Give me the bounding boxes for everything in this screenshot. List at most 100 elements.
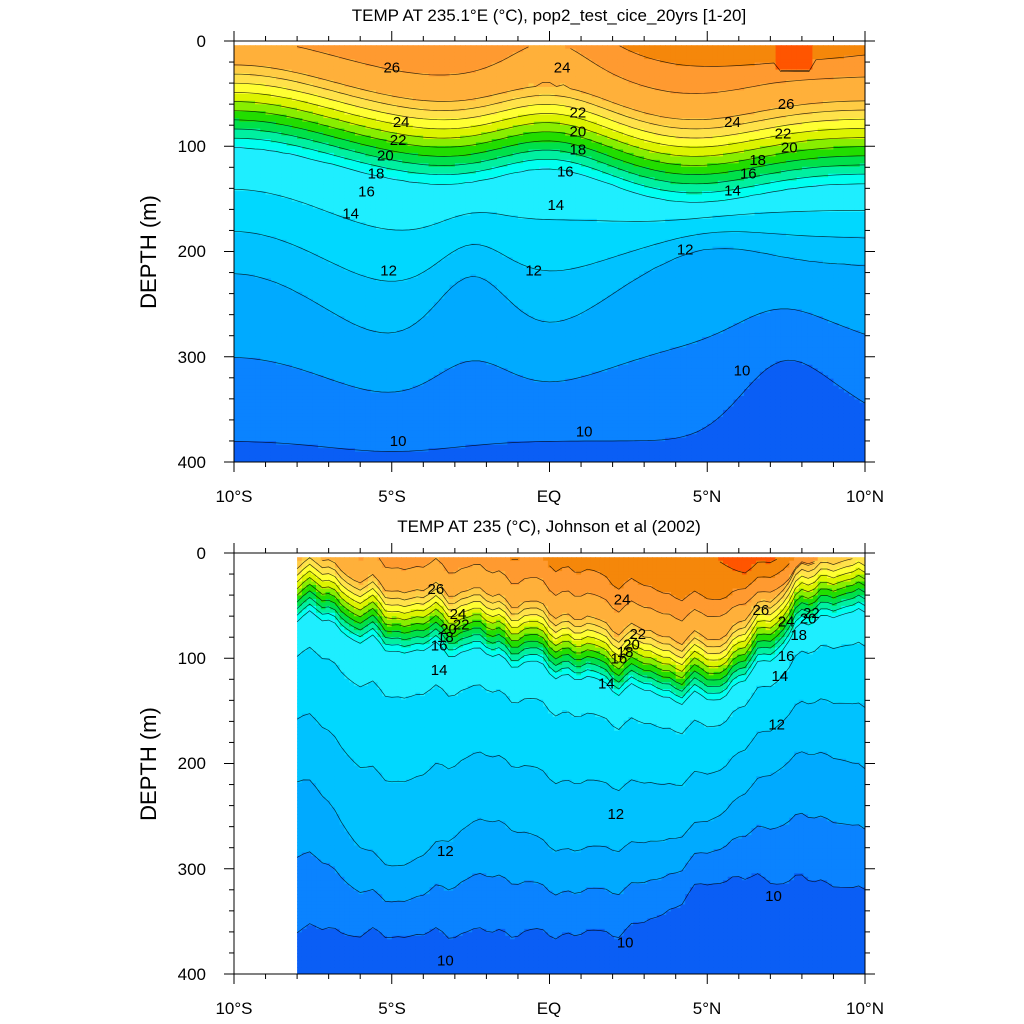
contour-fill-cell — [286, 284, 293, 289]
contour-fill-cell — [344, 357, 351, 362]
contour-fill-cell — [360, 159, 367, 164]
contour-fill-cell — [428, 184, 435, 189]
contour-fill-cell — [260, 163, 267, 168]
contour-fill-cell — [402, 281, 409, 286]
contour-fill-cell — [428, 316, 435, 321]
contour-fill-cell — [333, 409, 340, 414]
contour-fill-cell — [239, 326, 246, 331]
contour-fill-cell — [239, 225, 246, 230]
contour-fill-cell — [255, 104, 261, 109]
contour-fill-cell — [312, 371, 319, 376]
contour-fill-cell — [370, 73, 377, 78]
contour-fill-cell — [276, 330, 282, 335]
contour-fill-cell — [265, 361, 272, 366]
contour-fill-cell — [323, 336, 330, 342]
contour-fill-cell — [370, 211, 377, 216]
contour-fill-cell — [302, 97, 309, 102]
contour-fill-cell — [360, 441, 367, 446]
contour-fill-cell — [365, 302, 372, 307]
contour-fill-cell — [402, 118, 409, 123]
contour-fill-cell — [312, 448, 319, 453]
contour-fill-cell — [255, 215, 261, 220]
contour-fill-cell — [360, 208, 367, 213]
contour-fill-cell — [302, 382, 309, 387]
contour-fill-cell — [407, 309, 414, 314]
contour-fill-cell — [286, 330, 293, 335]
contour-fill-cell — [234, 198, 240, 203]
contour-fill-cell — [344, 281, 351, 286]
contour-fill-cell — [297, 444, 303, 449]
contour-fill-cell — [386, 368, 393, 373]
contour-fill-cell — [418, 277, 424, 282]
contour-fill-cell — [286, 267, 293, 272]
contour-fill-cell — [444, 281, 451, 286]
contour-fill-cell — [281, 257, 288, 262]
contour-fill-cell — [255, 312, 261, 317]
contour-fill-cell — [370, 305, 377, 310]
contour-fill-cell — [323, 333, 330, 338]
contour-fill-cell — [423, 229, 430, 234]
contour-fill-cell — [386, 378, 393, 383]
contour-fill-cell — [339, 385, 346, 390]
contour-fill-cell — [423, 330, 430, 335]
contour-fill-cell — [444, 357, 451, 362]
contour-fill-cell — [291, 274, 298, 279]
contour-fill-cell — [255, 52, 261, 57]
contour-fill-cell — [439, 128, 445, 133]
contour-fill-cell — [360, 420, 367, 425]
contour-fill-cell — [354, 184, 361, 189]
contour-fill-cell — [418, 145, 424, 150]
contour-fill-cell — [354, 264, 361, 269]
contour-fill-cell — [276, 52, 282, 57]
contour-fill-cell — [439, 340, 445, 345]
contour-fill-cell — [323, 132, 330, 137]
contour-fill-cell — [375, 86, 382, 91]
contour-fill-cell — [354, 423, 361, 428]
contour-fill-cell — [255, 142, 261, 147]
contour-fill-cell — [375, 52, 382, 57]
contour-fill-cell — [423, 260, 430, 265]
contour-fill-cell — [344, 298, 351, 303]
contour-fill-cell — [339, 79, 346, 85]
contour-fill-cell — [423, 302, 430, 307]
contour-fill-cell — [412, 215, 419, 220]
contour-fill-cell — [444, 399, 451, 404]
contour-fill-cell — [276, 48, 282, 53]
contour-fill-cell — [333, 343, 340, 348]
contour-fill-cell — [375, 389, 382, 394]
contour-fill-cell — [255, 204, 261, 210]
contour-fill-cell — [244, 177, 251, 182]
contour-fill-cell — [354, 347, 361, 352]
contour-fill-cell — [370, 281, 377, 286]
contour-fill-cell — [302, 191, 309, 196]
contour-fill-cell — [323, 350, 330, 355]
contour-fill-cell — [318, 284, 324, 289]
contour-fill-cell — [412, 361, 419, 366]
contour-fill-cell — [255, 458, 261, 462]
contour-fill-cell — [260, 204, 267, 210]
contour-fill-cell — [297, 132, 303, 137]
contour-fill-cell — [412, 288, 419, 293]
contour-fill-cell — [391, 243, 398, 248]
contour-fill-cell — [270, 62, 277, 67]
contour-fill-cell — [244, 149, 251, 154]
contour-fill-cell — [418, 198, 424, 203]
contour-fill-cell — [428, 427, 435, 432]
contour-fill-cell — [297, 277, 303, 282]
contour-fill-cell — [370, 152, 377, 157]
contour-fill-cell — [270, 45, 277, 50]
contour-fill-cell — [307, 281, 314, 286]
contour-fill-cell — [297, 218, 303, 223]
contour-fill-cell — [265, 336, 272, 342]
contour-fill-cell — [265, 444, 272, 449]
contour-fill-cell — [255, 114, 261, 119]
contour-fill-cell — [307, 253, 314, 258]
contour-fill-cell — [302, 114, 309, 119]
contour-fill-cell — [244, 323, 251, 328]
contour-fill-cell — [349, 270, 356, 276]
contour-fill-cell — [354, 402, 361, 408]
contour-fill-cell — [286, 152, 293, 157]
contour-fill-cell — [297, 52, 303, 57]
contour-fill-cell — [249, 420, 256, 425]
contour-fill-cell — [318, 145, 324, 150]
